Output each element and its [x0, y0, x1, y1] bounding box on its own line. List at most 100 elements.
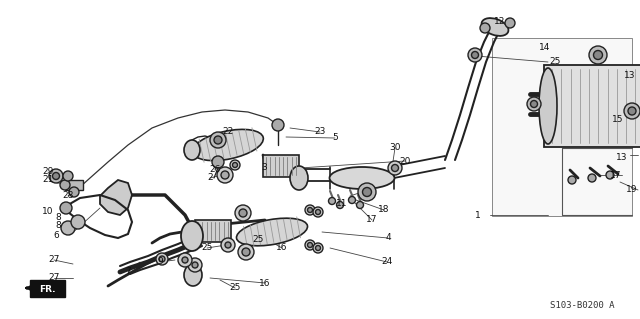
Circle shape [531, 100, 538, 108]
Text: 13: 13 [616, 153, 628, 162]
Circle shape [232, 162, 237, 167]
Circle shape [182, 257, 188, 263]
Circle shape [210, 132, 226, 148]
Circle shape [61, 221, 75, 235]
Circle shape [316, 246, 321, 250]
Circle shape [606, 171, 614, 179]
Text: 2: 2 [207, 174, 213, 182]
Ellipse shape [181, 221, 203, 251]
Circle shape [242, 248, 250, 256]
Ellipse shape [237, 218, 307, 246]
Circle shape [307, 207, 312, 212]
Ellipse shape [481, 18, 508, 36]
Circle shape [349, 197, 355, 204]
Circle shape [313, 207, 323, 217]
Circle shape [480, 23, 490, 33]
Circle shape [313, 243, 323, 253]
Circle shape [188, 258, 202, 272]
Text: 30: 30 [389, 144, 401, 152]
Circle shape [628, 107, 636, 115]
Circle shape [221, 238, 235, 252]
Text: 12: 12 [494, 18, 506, 26]
Circle shape [307, 242, 312, 248]
Circle shape [60, 202, 72, 214]
Text: 4: 4 [385, 234, 391, 242]
Circle shape [593, 50, 602, 60]
Text: 18: 18 [378, 205, 390, 214]
Text: 5: 5 [332, 133, 338, 143]
Circle shape [568, 176, 576, 184]
Text: 24: 24 [381, 257, 392, 266]
Ellipse shape [193, 130, 263, 160]
Circle shape [235, 205, 251, 221]
Circle shape [527, 97, 541, 111]
Ellipse shape [330, 167, 394, 189]
FancyBboxPatch shape [195, 220, 231, 242]
Circle shape [356, 202, 364, 209]
Text: 28: 28 [62, 191, 74, 201]
Polygon shape [100, 180, 132, 215]
Text: 27: 27 [48, 256, 60, 264]
Circle shape [225, 242, 231, 248]
Circle shape [588, 174, 596, 182]
Circle shape [71, 215, 85, 229]
Text: 13: 13 [624, 70, 636, 79]
Circle shape [388, 161, 402, 175]
Circle shape [305, 240, 315, 250]
FancyBboxPatch shape [29, 279, 65, 296]
Text: 3: 3 [261, 162, 267, 172]
Text: 6: 6 [53, 231, 59, 240]
Circle shape [328, 197, 335, 204]
Text: 23: 23 [314, 128, 326, 137]
Text: 16: 16 [259, 278, 271, 287]
Text: 14: 14 [540, 43, 550, 53]
Text: 25: 25 [202, 243, 212, 253]
Circle shape [156, 253, 168, 265]
Text: 22: 22 [222, 128, 234, 137]
Circle shape [217, 167, 233, 183]
Circle shape [337, 202, 344, 209]
Circle shape [589, 46, 607, 64]
Circle shape [221, 171, 229, 179]
Text: S103-B0200 A: S103-B0200 A [550, 301, 615, 310]
Circle shape [392, 165, 399, 172]
Circle shape [472, 51, 479, 58]
Text: 15: 15 [612, 115, 624, 124]
Circle shape [316, 210, 321, 214]
Text: 8: 8 [55, 213, 61, 222]
Ellipse shape [290, 166, 308, 190]
Circle shape [624, 103, 640, 119]
Text: 9: 9 [157, 257, 163, 266]
Circle shape [69, 187, 79, 197]
Circle shape [305, 205, 315, 215]
Text: 1: 1 [475, 211, 481, 219]
Ellipse shape [184, 264, 202, 286]
FancyBboxPatch shape [65, 180, 83, 190]
Text: 17: 17 [611, 170, 621, 180]
FancyBboxPatch shape [492, 38, 632, 216]
Text: 19: 19 [627, 186, 637, 195]
Circle shape [272, 119, 284, 131]
Circle shape [362, 188, 371, 197]
Text: 29: 29 [42, 167, 54, 176]
Text: FR.: FR. [39, 285, 55, 293]
Circle shape [239, 209, 247, 217]
Circle shape [230, 160, 240, 170]
Text: 25: 25 [252, 235, 264, 244]
Circle shape [212, 156, 224, 168]
Text: 7: 7 [125, 268, 131, 277]
Circle shape [214, 136, 222, 144]
Circle shape [159, 256, 165, 262]
Text: 17: 17 [366, 216, 378, 225]
Text: 8: 8 [55, 221, 61, 231]
Circle shape [358, 183, 376, 201]
Text: 11: 11 [336, 199, 348, 209]
Text: 10: 10 [42, 206, 54, 216]
Text: 21: 21 [42, 175, 54, 184]
FancyBboxPatch shape [544, 65, 640, 147]
Circle shape [178, 253, 192, 267]
Text: 25: 25 [229, 284, 241, 293]
Text: 26: 26 [209, 166, 221, 174]
Circle shape [49, 169, 63, 183]
Circle shape [505, 18, 515, 28]
